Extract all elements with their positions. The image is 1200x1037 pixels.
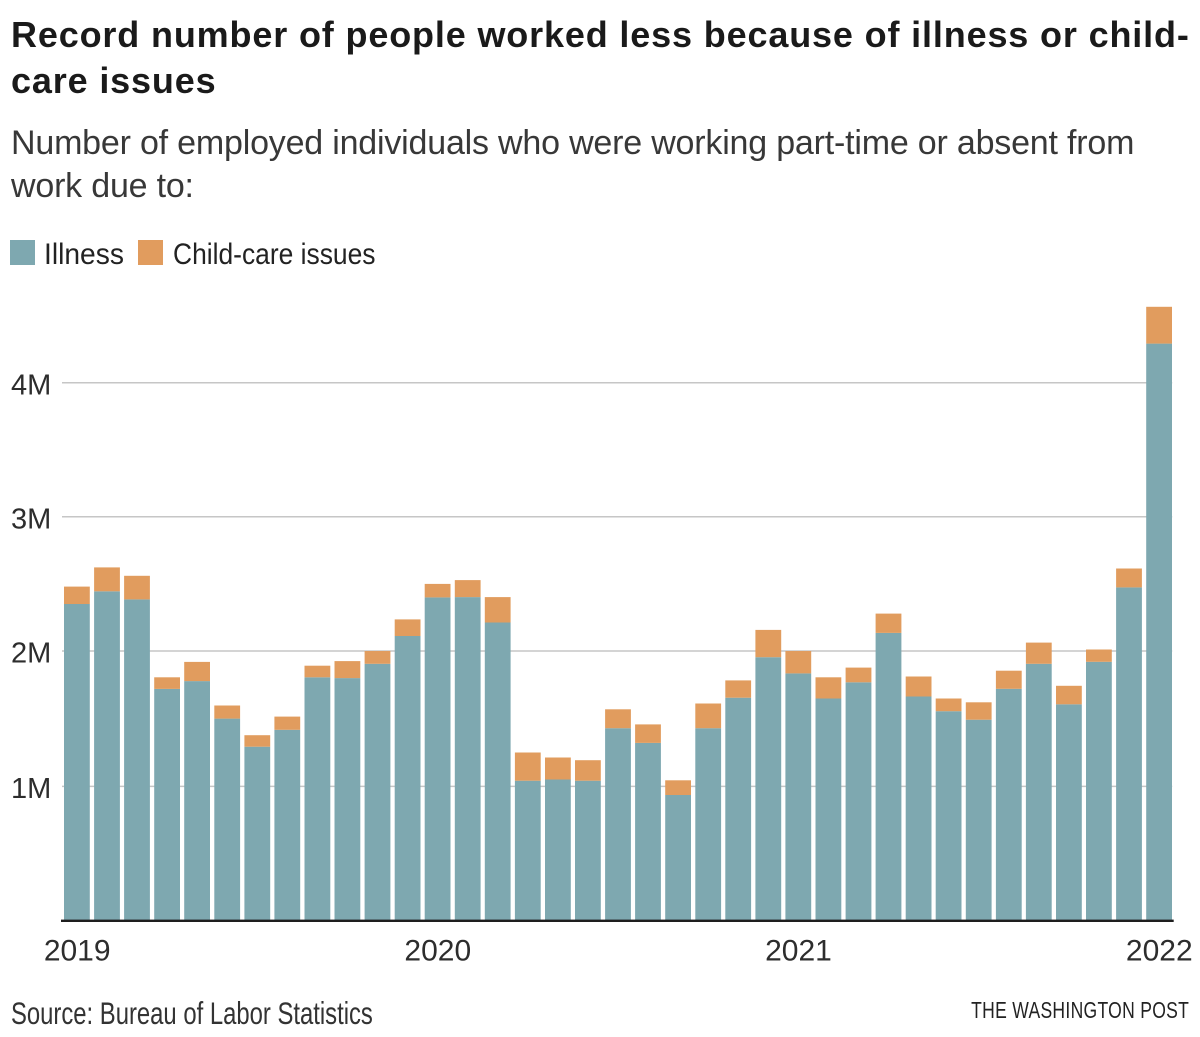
svg-text:2020: 2020 bbox=[404, 935, 471, 968]
svg-text:2M: 2M bbox=[11, 638, 51, 670]
svg-text:2019: 2019 bbox=[44, 935, 111, 968]
svg-text:3M: 3M bbox=[11, 503, 51, 535]
svg-text:2022: 2022 bbox=[1126, 935, 1193, 968]
svg-text:2021: 2021 bbox=[765, 935, 832, 968]
svg-text:1M: 1M bbox=[11, 773, 51, 805]
svg-text:4M: 4M bbox=[11, 369, 51, 401]
